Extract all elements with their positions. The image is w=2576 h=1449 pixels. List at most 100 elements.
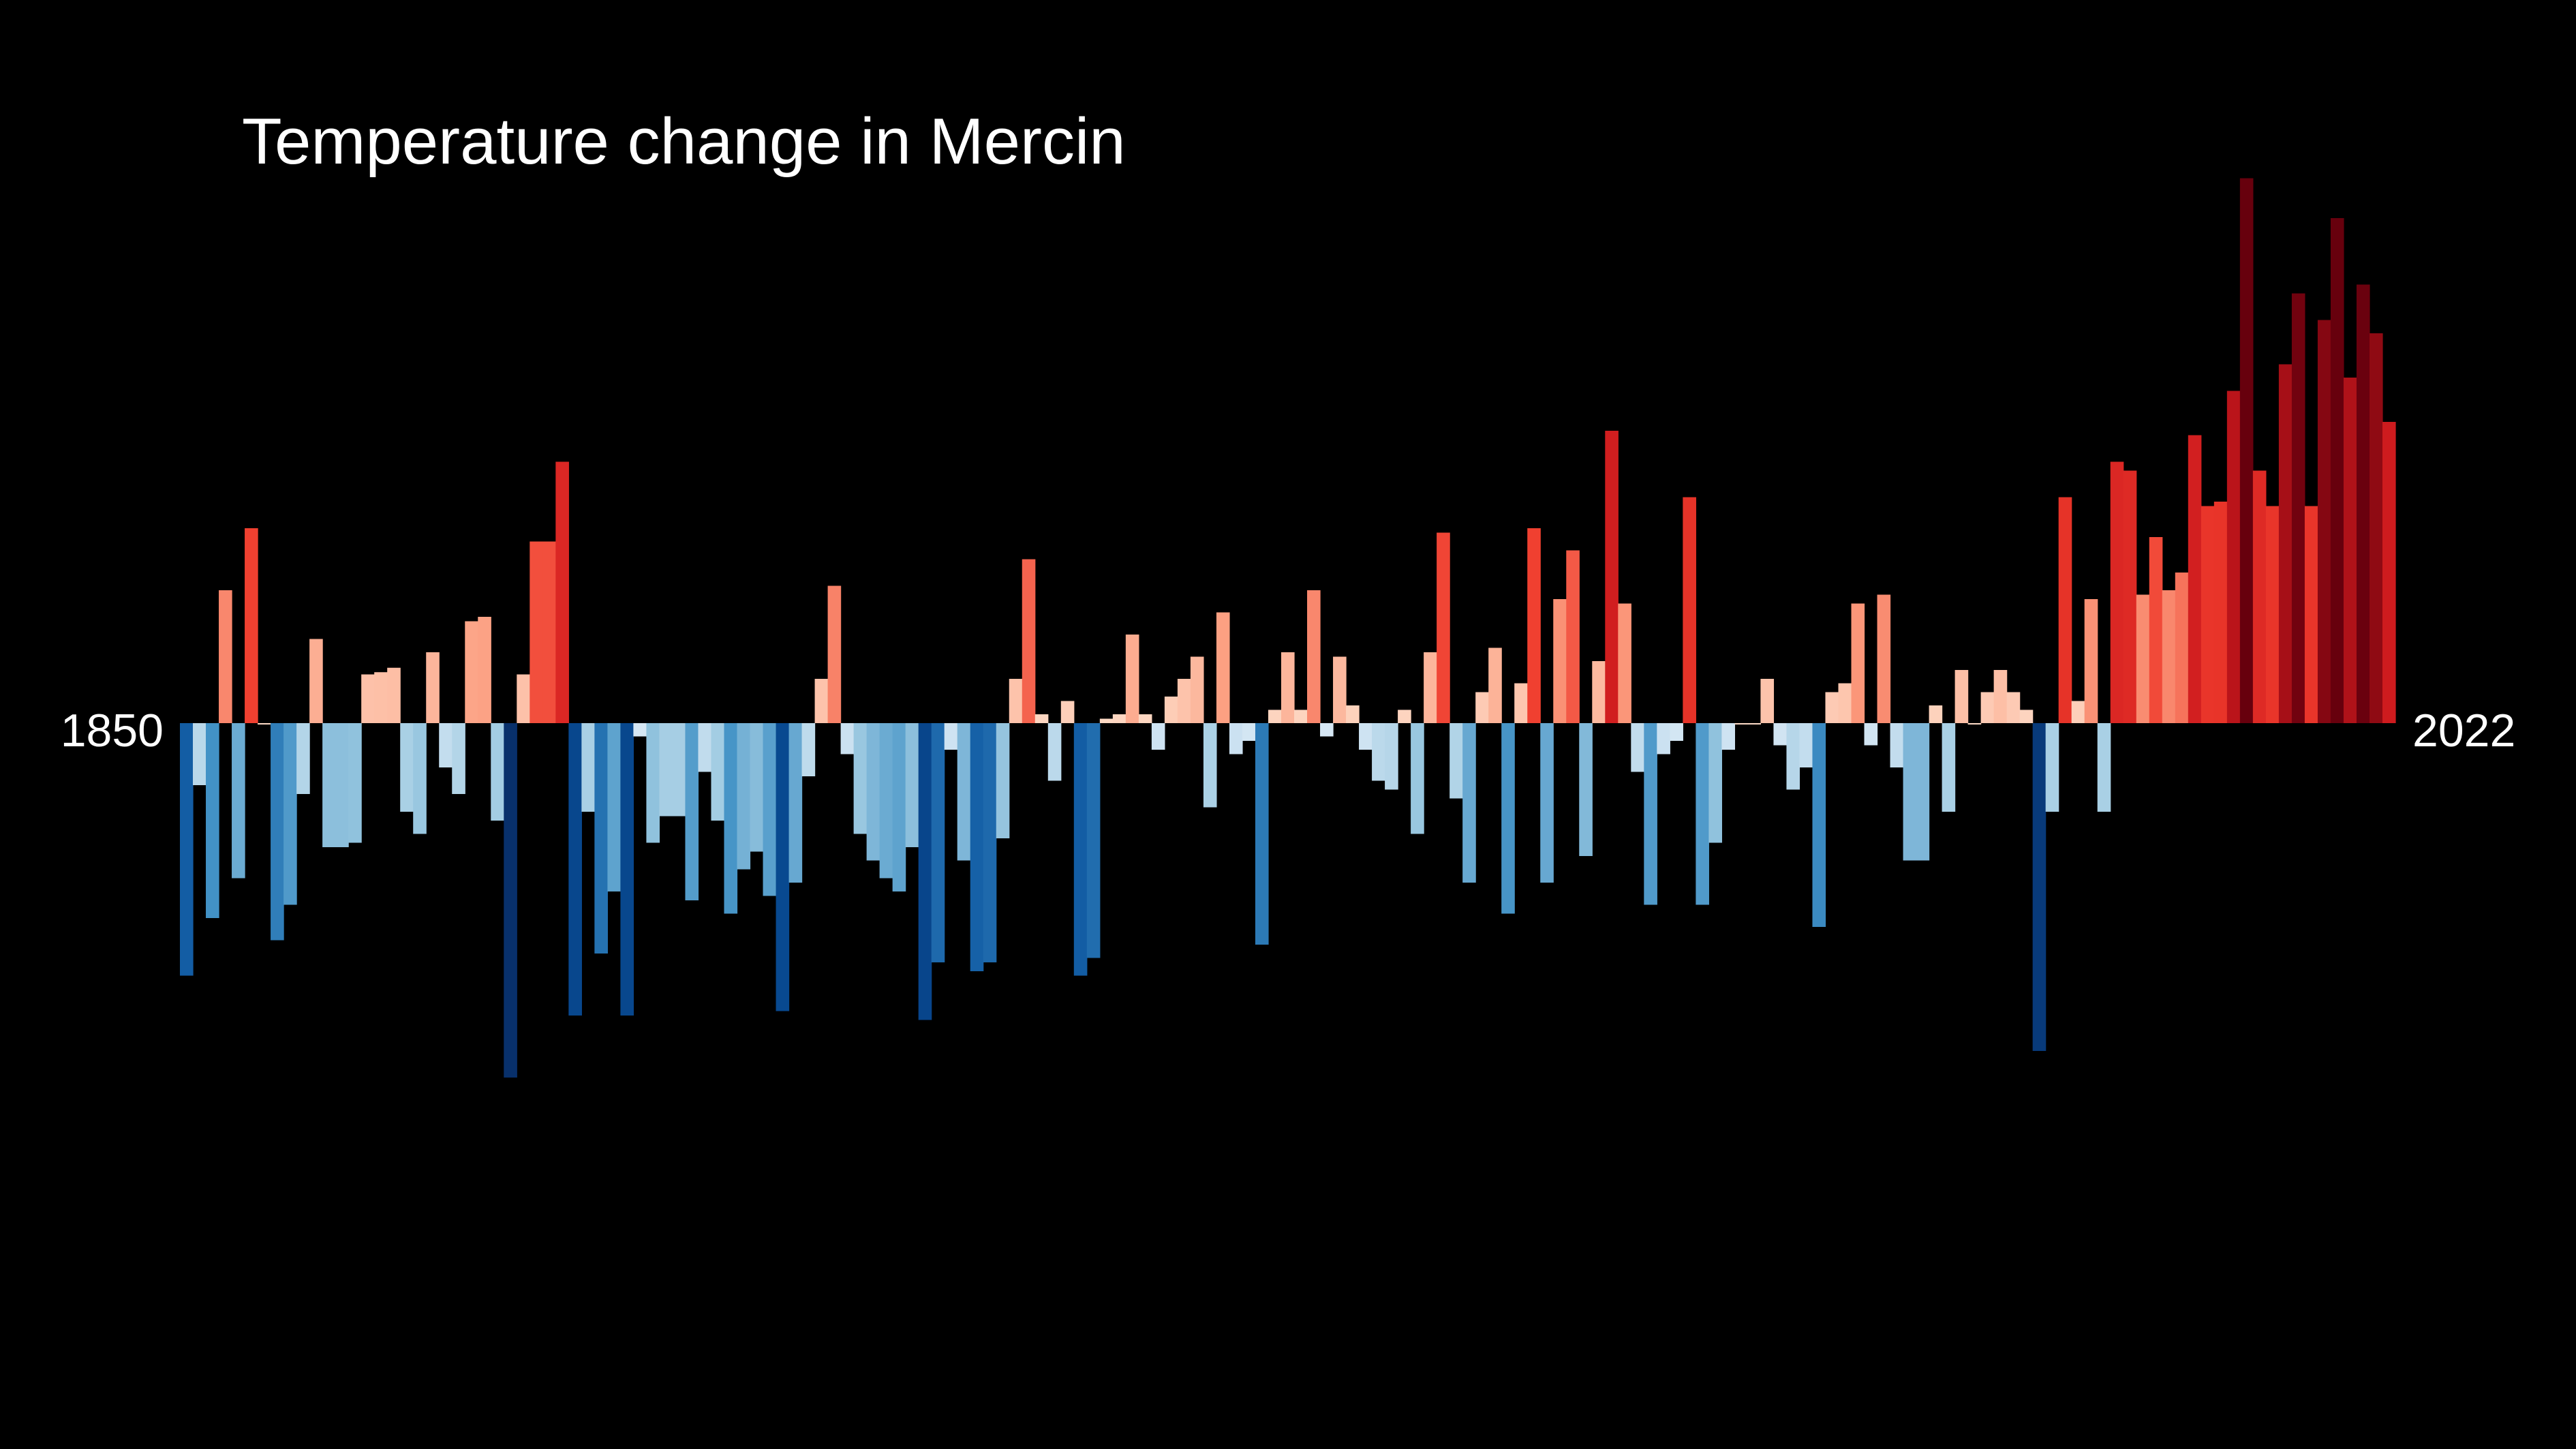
bar-1978 xyxy=(1838,683,1852,723)
bar-1869 xyxy=(426,652,440,723)
bar-1919 xyxy=(1073,723,1088,976)
bar-1907 xyxy=(918,723,932,1020)
bar-1967 xyxy=(1696,723,1709,905)
bar-1889 xyxy=(685,723,699,900)
bar-1979 xyxy=(1851,603,1865,723)
bar-1966 xyxy=(1683,497,1696,723)
bar-1885 xyxy=(633,723,647,737)
bar-1968 xyxy=(1708,723,1722,843)
bar-1892 xyxy=(724,723,738,914)
bar-1998 xyxy=(2097,723,2111,812)
bar-1875 xyxy=(504,723,517,1078)
bar-2008 xyxy=(2226,391,2241,723)
bar-1925 xyxy=(1151,723,1165,750)
bar-1850 xyxy=(180,723,194,976)
bar-2018 xyxy=(2356,284,2370,723)
bar-1984 xyxy=(1916,723,1930,861)
bar-1972 xyxy=(1760,679,1775,723)
bar-1886 xyxy=(646,723,660,843)
bar-1857 xyxy=(271,723,284,941)
bar-1852 xyxy=(206,723,219,918)
bar-1960 xyxy=(1605,431,1619,723)
bar-1914 xyxy=(1009,679,1023,723)
bar-1887 xyxy=(659,723,673,817)
bar-2003 xyxy=(2162,590,2176,723)
bar-1915 xyxy=(1022,559,1036,723)
bar-1878 xyxy=(542,541,556,723)
bar-1956 xyxy=(1553,599,1567,723)
bar-1994 xyxy=(2045,723,2059,812)
bar-2004 xyxy=(2175,573,2189,723)
bar-1952 xyxy=(1501,723,1515,914)
bar-1971 xyxy=(1747,723,1762,724)
bar-1861 xyxy=(322,723,336,847)
bar-1895 xyxy=(763,723,777,896)
bar-1865 xyxy=(374,672,388,723)
bar-1870 xyxy=(439,723,453,767)
bar-1985 xyxy=(1929,705,1943,723)
bar-1993 xyxy=(2032,723,2046,1051)
bar-2007 xyxy=(2213,502,2228,723)
bar-1974 xyxy=(1786,723,1800,790)
bar-1991 xyxy=(2006,692,2021,723)
bar-1983 xyxy=(1903,723,1917,861)
bar-2017 xyxy=(2343,378,2357,723)
bar-1896 xyxy=(776,723,790,1011)
bar-1859 xyxy=(296,723,310,794)
bar-1883 xyxy=(607,723,621,891)
bar-1989 xyxy=(1980,692,1995,723)
end-year-label: 2022 xyxy=(2412,705,2515,757)
bar-1890 xyxy=(698,723,712,772)
bar-1986 xyxy=(1942,723,1956,812)
bar-1995 xyxy=(2058,497,2072,723)
bar-1961 xyxy=(1618,603,1631,723)
bar-1888 xyxy=(672,723,686,817)
bar-1917 xyxy=(1047,723,1062,781)
bar-1955 xyxy=(1540,723,1554,883)
bar-1973 xyxy=(1773,723,1788,746)
bar-1926 xyxy=(1164,697,1178,723)
bar-1999 xyxy=(2110,461,2124,723)
bar-1951 xyxy=(1488,647,1502,723)
bar-1855 xyxy=(245,528,258,723)
bar-1867 xyxy=(400,723,414,812)
bar-1858 xyxy=(283,723,297,905)
bar-1860 xyxy=(309,639,323,723)
bar-1977 xyxy=(1825,692,1839,723)
bar-1931 xyxy=(1229,723,1243,754)
bar-1927 xyxy=(1177,679,1191,723)
bar-1992 xyxy=(2019,710,2034,723)
bar-1969 xyxy=(1721,723,1735,750)
bar-1957 xyxy=(1566,550,1580,723)
bar-2019 xyxy=(2369,333,2383,723)
bar-1879 xyxy=(555,461,569,723)
bar-1874 xyxy=(491,723,504,821)
bar-1921 xyxy=(1099,718,1114,723)
bar-1997 xyxy=(2084,599,2098,723)
bar-1944 xyxy=(1398,710,1411,723)
bar-1909 xyxy=(944,723,958,750)
chart-title: Temperature change in Mercin xyxy=(242,105,1126,178)
bar-1913 xyxy=(996,723,1010,838)
bar-1853 xyxy=(219,590,232,723)
bar-1916 xyxy=(1034,714,1049,723)
bar-1958 xyxy=(1579,723,1593,856)
bar-1940 xyxy=(1346,705,1360,723)
bar-1942 xyxy=(1372,723,1385,781)
bar-2001 xyxy=(2136,594,2150,723)
bar-1894 xyxy=(750,723,764,852)
bar-1854 xyxy=(232,723,245,879)
bar-1871 xyxy=(452,723,465,794)
bar-1947 xyxy=(1437,532,1450,723)
bar-1902 xyxy=(853,723,868,834)
bar-1970 xyxy=(1734,723,1749,724)
bar-1982 xyxy=(1890,723,1904,767)
bar-1959 xyxy=(1592,661,1606,723)
bar-1899 xyxy=(814,679,829,723)
bar-1948 xyxy=(1450,723,1463,799)
bar-1918 xyxy=(1060,701,1075,723)
bar-1933 xyxy=(1255,723,1269,945)
bar-1882 xyxy=(594,723,608,954)
bar-1932 xyxy=(1242,723,1256,741)
